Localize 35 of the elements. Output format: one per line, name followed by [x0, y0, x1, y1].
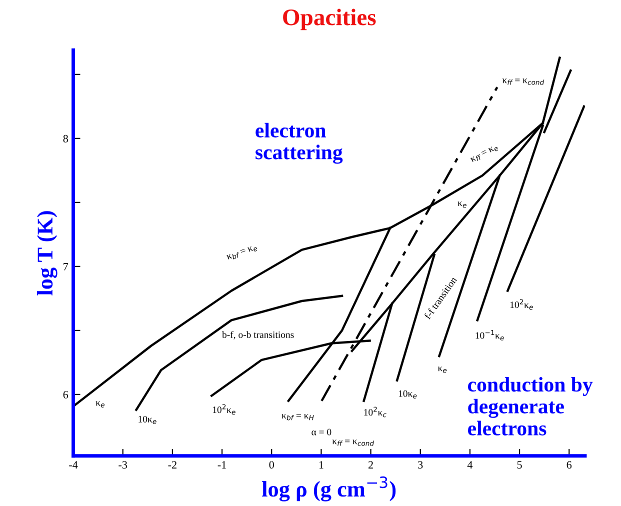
x-tick-label: 3 — [418, 461, 423, 469]
annotation: b-f, o-b transitions — [222, 331, 294, 340]
annotation: κ$_{ff}$ = κ$_{cond}$ — [502, 78, 544, 85]
annotation: κ$_{e}$ — [458, 202, 466, 208]
annotation: κ$_{ff}$ = κ$_{e}$ — [470, 144, 499, 164]
annotation: 10$^{−1}$κ$_{e}$ — [476, 330, 504, 340]
x-tick-label: 1 — [319, 461, 324, 468]
annotation: 10κ$_{e}$ — [138, 416, 156, 424]
x-axis-title: log ρ (g cm$^{−3}$) — [262, 476, 396, 502]
x-tick-label: 6 — [566, 461, 572, 469]
x-tick-label: 2 — [368, 461, 373, 468]
annotation: κ$_{bf}$ = κ$_{e}$ — [226, 244, 258, 262]
annotation: κ$_{e}$ — [438, 366, 447, 373]
y-tick-label: 6 — [63, 390, 68, 398]
annotation: conduction by degenerate electrons — [468, 376, 593, 436]
annotation: 10$^{2}$κ$_{e}$ — [510, 299, 533, 310]
x-tick-label: 4 — [467, 461, 473, 468]
annotation: electron scattering — [256, 122, 343, 164]
x-tick-label: -2 — [168, 461, 176, 468]
annotation: κ$_{bf}$ = κ$_{H}$ — [282, 414, 314, 420]
x-tick-label: -4 — [69, 461, 78, 468]
x-tick-label: -1 — [218, 461, 226, 468]
annotation: 10$^{2}$κ$_{c}$ — [364, 406, 386, 418]
x-tick-label: 0 — [269, 461, 274, 469]
y-axis-title: log T (K) — [36, 211, 58, 296]
annotation: α = 0 — [312, 428, 332, 436]
annotation: κ$_{ff}$ = κ$_{cond}$ — [332, 440, 374, 446]
x-tick-label: 5 — [517, 461, 522, 469]
annotation: 10$^{2}$κ$_{e}$ — [212, 404, 236, 415]
chart-title: Opacities — [283, 8, 376, 30]
annotation: κ$_{e}$ — [96, 401, 104, 408]
annotation: 10κ$_{e}$ — [398, 390, 417, 398]
x-tick-label: -3 — [118, 461, 128, 469]
y-tick-label: 8 — [63, 134, 68, 142]
y-tick-label: 7 — [64, 263, 68, 270]
